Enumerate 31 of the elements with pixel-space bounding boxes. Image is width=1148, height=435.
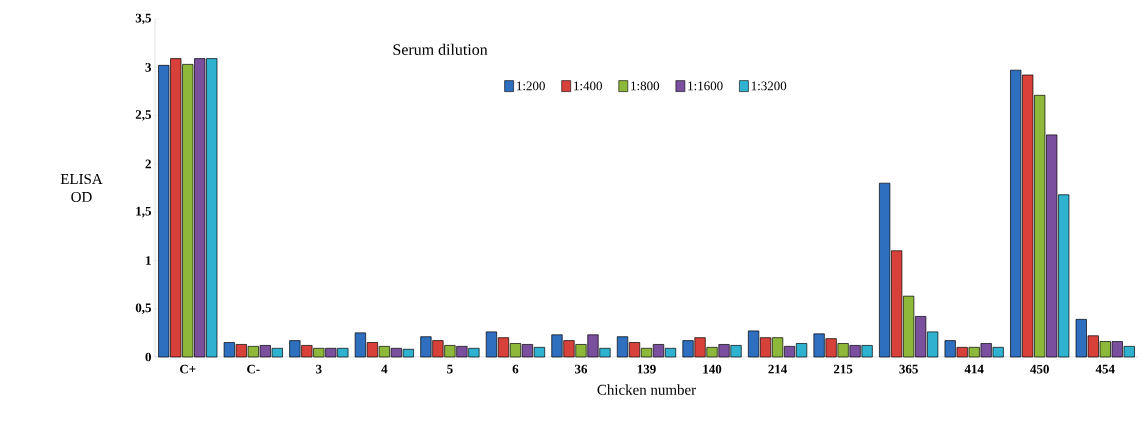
legend-title: Serum dilution <box>393 43 488 56</box>
x-tick-label: 139 <box>637 364 656 374</box>
y-tick-label: 1,5 <box>136 206 151 218</box>
x-tick-label: 36 <box>574 364 588 374</box>
legend-label: 1:800 <box>631 81 660 91</box>
legend-label: 1:1600 <box>688 81 723 91</box>
x-tick-label: 4 <box>381 364 388 374</box>
x-tick-label: 454 <box>1095 364 1115 374</box>
x-tick-label: C+ <box>180 364 196 374</box>
y-tick-label: 2 <box>145 159 151 169</box>
x-tick-label: C- <box>247 364 260 374</box>
y-axis-title: ELISA OD <box>60 174 103 202</box>
legend-label: 1:200 <box>517 81 545 91</box>
y-tick-label: 0 <box>145 352 151 362</box>
x-tick-label: 450 <box>1030 364 1049 374</box>
x-tick-label: 6 <box>512 364 519 374</box>
x-axis-title: Chicken number <box>597 384 696 395</box>
x-tick-label: 414 <box>964 364 984 374</box>
x-tick-label: 215 <box>833 364 853 374</box>
x-tick-label: 214 <box>768 364 788 374</box>
x-tick-label: 365 <box>899 364 918 374</box>
legend-label: 1:400 <box>574 81 602 91</box>
y-tick-label: 0,5 <box>135 303 151 315</box>
y-tick-label: 2,5 <box>135 110 151 121</box>
x-tick-label: 140 <box>703 364 722 374</box>
y-tick-label: 3 <box>145 62 152 72</box>
y-tick-label: 3,5 <box>135 13 151 25</box>
x-tick-label: 5 <box>447 364 453 374</box>
legend-label: 1:3200 <box>751 81 787 91</box>
y-tick-label: 1 <box>146 256 151 265</box>
x-tick-label: 3 <box>316 364 322 374</box>
